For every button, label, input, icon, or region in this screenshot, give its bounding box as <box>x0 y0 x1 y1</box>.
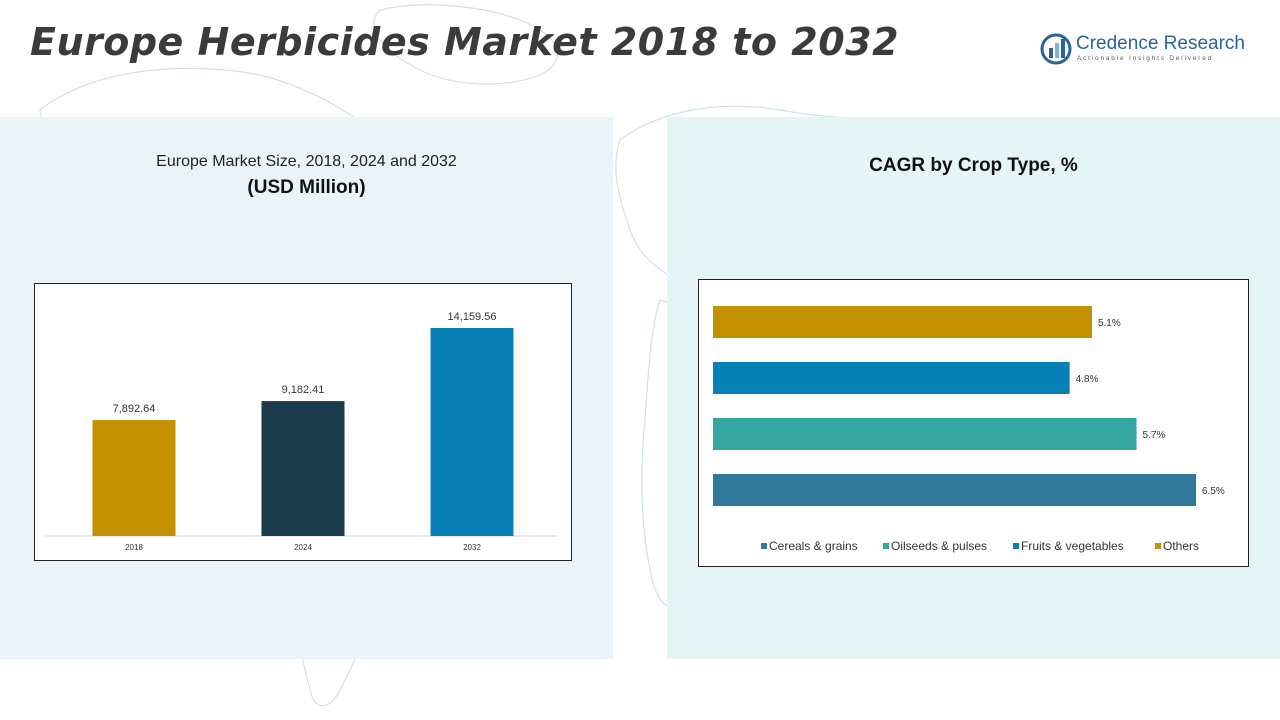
bar-chart-logo-icon <box>1040 33 1072 65</box>
legend-label-oilseeds-pulses: Oilseeds & pulses <box>891 539 987 553</box>
hbar-value-label-cereals-grains: 6.5% <box>1202 486 1225 497</box>
bar-2024 <box>261 401 345 536</box>
legend-label-cereals-grains: Cereals & grains <box>769 539 858 553</box>
cagr-horizontal-bar-chart: 6.5% 5.7% 4.8% 5.1% Cereals & grains Oilseeds… <box>713 306 1225 553</box>
market-size-chart: 7,892.64 2018 9,182.41 2024 14,159.56 2032 <box>34 283 572 561</box>
hbar-value-label-oilseeds-pulses: 5.7% <box>1143 430 1166 441</box>
hbar-others <box>713 306 1092 338</box>
legend-swatch-cereals-grains <box>761 543 767 549</box>
cagr-chart-title: CAGR by Crop Type, % <box>869 155 1078 176</box>
cagr-chart: 6.5% 5.7% 4.8% 5.1% Cereals & grains Oilseeds… <box>698 279 1249 567</box>
legend-label-fruits-vegetables: Fruits & vegetables <box>1021 539 1124 553</box>
market-size-chart-unit: (USD Million) <box>247 177 366 198</box>
market-size-chart-title: Europe Market Size, 2018, 2024 and 2032 <box>156 153 457 170</box>
x-tick-label-2024: 2024 <box>294 543 312 552</box>
logo-name: Credence Research <box>1076 33 1245 54</box>
legend-swatch-fruits-vegetables <box>1013 543 1019 549</box>
x-tick-label-2032: 2032 <box>463 543 481 552</box>
bar-2018 <box>92 420 176 536</box>
bar-2032 <box>430 328 514 536</box>
hbar-oilseeds-pulses <box>713 418 1137 450</box>
legend-swatch-others <box>1155 543 1161 549</box>
logo-tagline: Actionable Insights Delivered <box>1077 55 1214 62</box>
bar-value-label-2032: 14,159.56 <box>448 311 497 323</box>
bar-value-label-2018: 7,892.64 <box>113 403 156 415</box>
legend-swatch-oilseeds-pulses <box>883 543 889 549</box>
bar-value-label-2024: 9,182.41 <box>282 384 325 396</box>
hbar-fruits-vegetables <box>713 362 1070 394</box>
hbar-value-label-others: 5.1% <box>1098 318 1121 329</box>
page-title: Europe Herbicides Market 2018 to 2032 <box>30 20 900 64</box>
credence-research-logo[interactable]: Credence Research Actionable Insights De… <box>1040 30 1260 70</box>
hbar-cereals-grains <box>713 474 1196 506</box>
market-size-bar-chart: 7,892.64 2018 9,182.41 2024 14,159.56 2032 <box>45 311 557 552</box>
hbar-value-label-fruits-vegetables: 4.8% <box>1076 374 1099 385</box>
x-tick-label-2018: 2018 <box>125 543 143 552</box>
legend-label-others: Others <box>1163 539 1199 553</box>
